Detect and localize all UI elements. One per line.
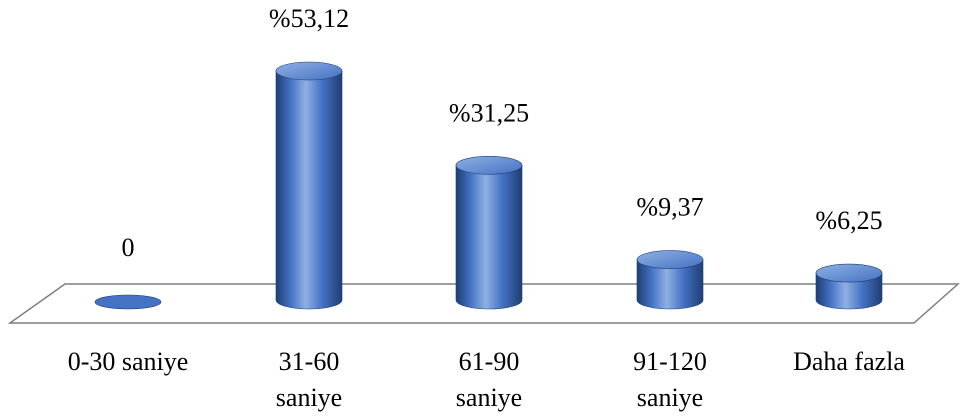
bar-top [275,61,343,81]
data-label: %53,12 [269,4,349,33]
data-labels-group: 0 %53,12 %31,25 %9,37 %6,25 [122,4,883,262]
bar-body [455,164,523,310]
bar-body [636,259,704,310]
data-label: 0 [122,233,135,262]
category-label: 91-120 saniye [633,347,707,412]
bar-0 [94,294,162,310]
bar-3 [636,250,704,310]
category-label: 61-90 saniye [456,347,522,412]
bar-body [815,272,883,310]
bar-top [455,155,523,175]
bar-zero-disk [94,294,162,310]
bar-2 [455,155,523,310]
bar-top [815,263,883,283]
data-label: %6,25 [815,206,882,235]
category-label: 0-30 saniye [68,347,189,376]
bar-top [636,250,704,269]
bar-1 [275,61,343,310]
data-label: %31,25 [449,98,529,127]
category-label: 31-60 saniye [276,347,342,412]
bar-body [275,70,343,310]
category-labels-group: 0-30 saniye 31-60 saniye 61-90 saniye 91-120 s… [68,347,906,412]
bars-group [94,61,883,310]
data-label: %9,37 [636,193,703,222]
bar-4 [815,263,883,310]
category-label: Daha fazla [793,347,905,376]
